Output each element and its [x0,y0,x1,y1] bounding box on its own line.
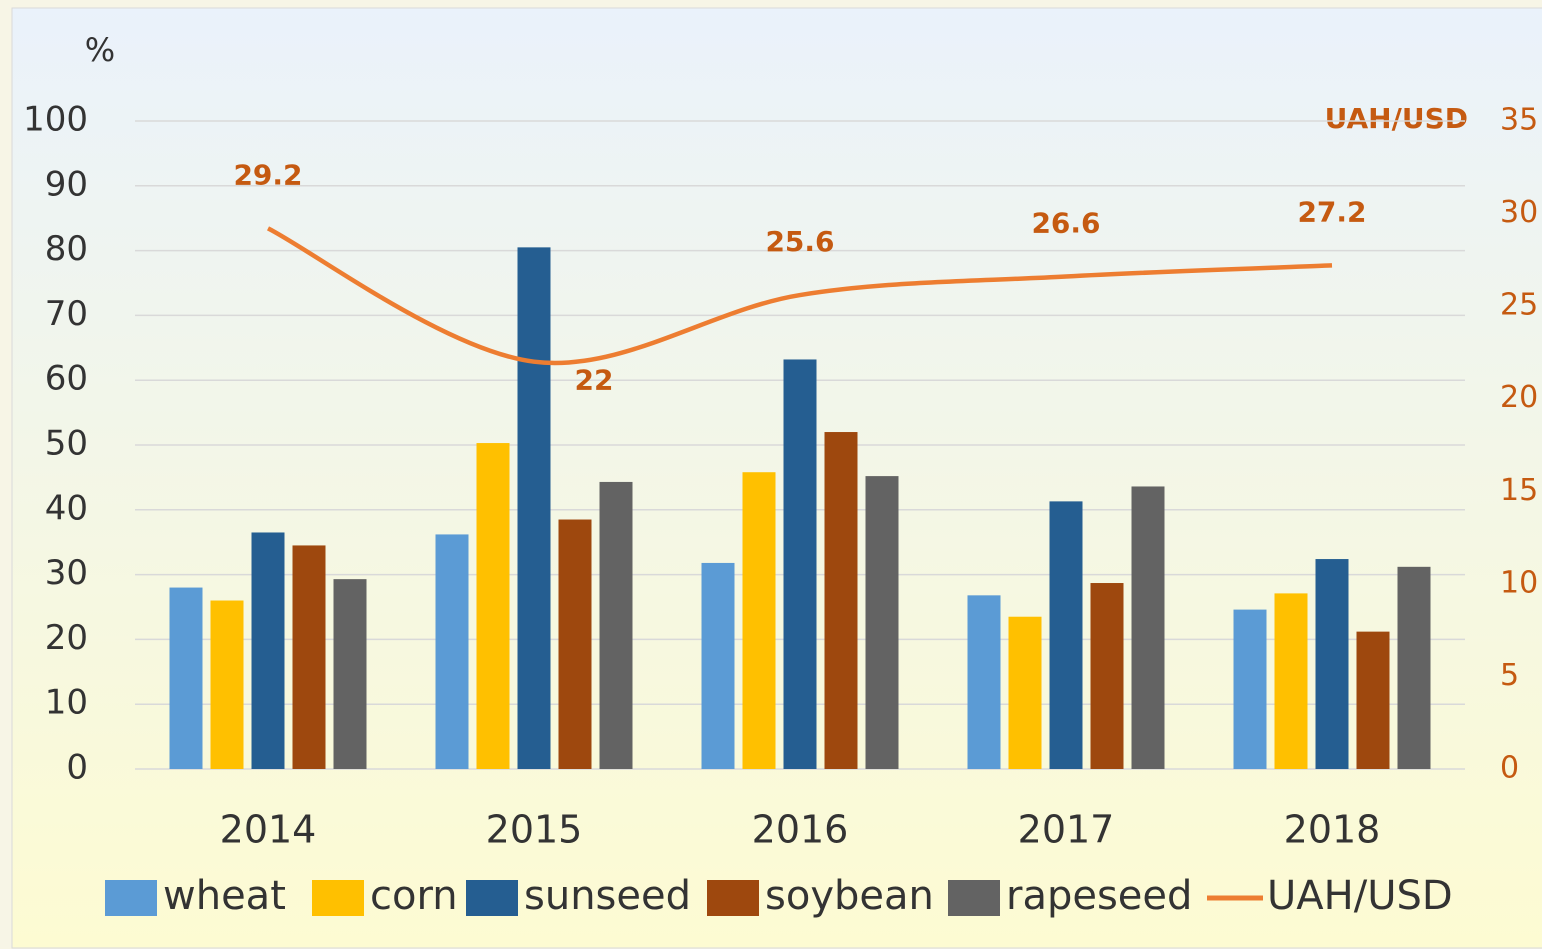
bar [435,534,469,769]
data-label: 22 [575,364,614,397]
x-tick-label: 2018 [1284,808,1381,852]
x-tick-label: 2014 [220,808,317,852]
y-tick-label: 80 [45,229,88,269]
legend-swatch [312,880,364,916]
bar [701,562,735,769]
y-axis-label: % [85,31,115,69]
bar [1008,616,1042,769]
bar [333,579,367,769]
y2-tick-label: 10 [1500,565,1538,600]
legend-label: corn [370,873,458,919]
y-tick-label: 100 [23,100,88,140]
legend-label: wheat [163,873,286,919]
bar [517,247,551,770]
y-tick-label: 30 [45,553,88,593]
bar [292,545,326,769]
y2-tick-label: 0 [1500,751,1519,786]
legend-label: rapeseed [1006,873,1192,919]
y2-tick-label: 15 [1500,473,1538,508]
legend-label: sunseed [524,873,691,919]
bar [251,532,285,769]
x-tick-label: 2015 [486,808,583,852]
bar [783,359,817,769]
data-label: 26.6 [1031,207,1100,240]
y-tick-label: 60 [45,359,88,399]
legend-swatch [466,880,518,916]
line-series [266,226,1333,366]
legend-label: soybean [765,873,934,919]
y2-tick-label: 5 [1500,658,1519,693]
data-label: 25.6 [765,225,834,258]
bar [476,443,510,769]
bar [742,472,776,769]
bar [1274,593,1308,769]
bar [1131,486,1165,769]
bar [967,595,1001,769]
y2-tick-label: 35 [1500,103,1538,138]
bar [1356,631,1390,769]
bar [1090,583,1124,769]
legend-label: UAH/USD [1267,873,1453,919]
y2-tick-label: 20 [1500,380,1538,415]
legend-swatch [707,880,759,916]
chart-area [11,7,1542,949]
legend-swatch [105,880,157,916]
y-tick-label: 10 [45,683,88,723]
y-tick-label: 70 [45,294,88,334]
y-tick-label: 0 [66,748,88,788]
bar [1049,501,1083,769]
y2-tick-label: 30 [1500,195,1538,230]
bar [558,519,592,769]
data-label: 29.2 [233,158,302,191]
y-tick-label: 50 [45,424,88,464]
y2-axis-label: UAH/USD [1325,102,1468,135]
bar [1397,566,1431,769]
y-tick-label: 40 [45,488,88,528]
bar [824,432,858,769]
bar [599,481,633,769]
bar [865,476,899,769]
bar [169,587,203,769]
x-tick-label: 2016 [752,808,849,852]
y-tick-label: 20 [45,618,88,658]
x-tick-label: 2017 [1018,808,1115,852]
data-label: 27.2 [1297,195,1366,228]
bar [1233,609,1267,769]
bar [210,600,244,769]
y-tick-label: 90 [45,164,88,204]
y2-tick-label: 25 [1500,288,1538,323]
legend-swatch [948,880,1000,916]
bar [1315,559,1349,769]
